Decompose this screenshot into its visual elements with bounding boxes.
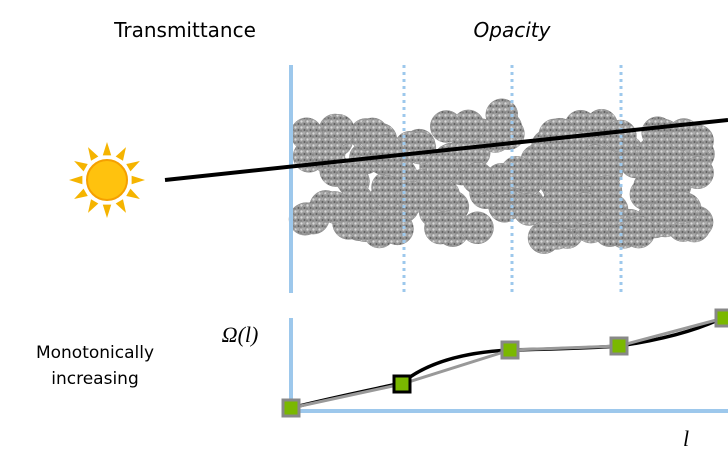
particle-cloud xyxy=(289,99,715,254)
particle xyxy=(544,118,576,150)
particle xyxy=(430,111,462,143)
particle xyxy=(623,216,655,248)
approx-curve xyxy=(291,318,724,408)
transmittance-title: Transmittance xyxy=(113,18,256,42)
particle xyxy=(291,118,323,150)
particle xyxy=(682,157,714,189)
sun-ray xyxy=(126,161,140,171)
sun-ray xyxy=(74,161,88,171)
opacity-title: Opacity xyxy=(474,18,552,42)
particle xyxy=(349,210,381,242)
particle xyxy=(397,181,429,213)
particle xyxy=(634,171,666,203)
sun-ray xyxy=(132,176,145,184)
particle xyxy=(424,212,456,244)
particle xyxy=(427,152,459,184)
sun-ray xyxy=(116,147,126,161)
sun-ray xyxy=(103,142,111,155)
particle xyxy=(490,112,522,144)
particle xyxy=(528,222,560,254)
sun-ray xyxy=(126,189,140,199)
particle xyxy=(588,148,620,180)
y-label: Ω(l) xyxy=(222,322,259,347)
sun-ray xyxy=(103,205,111,218)
side-label: Monotonically xyxy=(36,343,154,363)
x-label: l xyxy=(683,426,689,449)
particle xyxy=(382,213,414,245)
particle xyxy=(462,162,494,194)
particle xyxy=(540,191,572,223)
particle xyxy=(319,191,351,223)
particle xyxy=(501,156,533,188)
sun-ray xyxy=(88,199,98,213)
sun-ray xyxy=(116,199,126,213)
particle xyxy=(569,193,601,225)
particle xyxy=(462,212,494,244)
sun-ray xyxy=(74,189,88,199)
sun-ray xyxy=(88,147,98,161)
side-label: increasing xyxy=(51,369,138,389)
sun-ray xyxy=(69,176,82,184)
diagram: Transmittance Opacity Monotonically incr… xyxy=(0,0,728,449)
particle xyxy=(682,125,714,157)
samples xyxy=(283,310,728,416)
particle xyxy=(371,135,403,167)
sun xyxy=(69,142,145,218)
